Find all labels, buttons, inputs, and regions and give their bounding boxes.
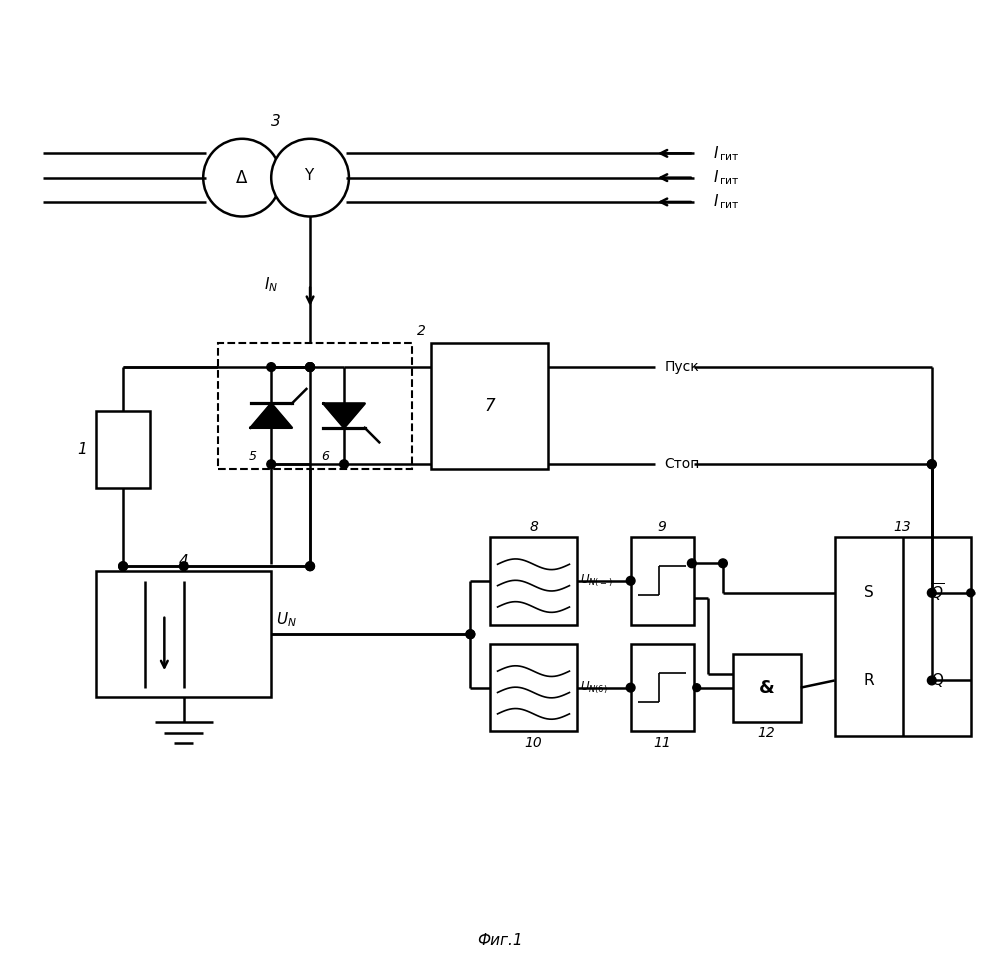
Circle shape [927, 460, 936, 469]
Circle shape [927, 588, 936, 597]
Bar [490, 644, 577, 732]
Circle shape [466, 630, 475, 639]
Text: Стоп: Стоп [664, 457, 700, 471]
Bar [96, 410, 150, 488]
Bar [834, 537, 971, 737]
Text: $U_{N(=)}$: $U_{N(=)}$ [580, 573, 612, 589]
Text: 3: 3 [271, 113, 281, 129]
Text: 6: 6 [322, 450, 330, 463]
Polygon shape [324, 404, 365, 428]
Polygon shape [251, 404, 292, 428]
Text: $I_{\,\rm гит}$: $I_{\,\rm гит}$ [713, 192, 740, 211]
Circle shape [967, 589, 975, 597]
Circle shape [306, 362, 315, 371]
Text: 11: 11 [653, 736, 671, 750]
Text: 7: 7 [485, 397, 496, 415]
Circle shape [687, 559, 696, 568]
Circle shape [119, 562, 128, 571]
Bar [732, 654, 800, 722]
Bar [218, 343, 412, 469]
Text: 1: 1 [77, 443, 87, 457]
Text: $\Delta$: $\Delta$ [236, 169, 249, 187]
Circle shape [693, 684, 700, 692]
Text: 12: 12 [758, 726, 775, 741]
Text: 10: 10 [524, 736, 542, 750]
Text: $I_{\,\rm гит}$: $I_{\,\rm гит}$ [713, 168, 740, 187]
Text: 8: 8 [529, 521, 537, 534]
Text: 13: 13 [894, 521, 911, 534]
Circle shape [267, 460, 276, 469]
Circle shape [119, 562, 128, 571]
Text: Пуск: Пуск [664, 361, 699, 374]
Bar [96, 572, 271, 698]
Text: $U_N$: $U_N$ [276, 611, 297, 629]
Circle shape [466, 630, 475, 639]
Circle shape [271, 139, 349, 217]
Text: Q: Q [931, 673, 943, 688]
Circle shape [306, 362, 315, 371]
Text: 9: 9 [657, 521, 666, 534]
Bar [432, 343, 548, 469]
Bar [490, 537, 577, 624]
Bar [630, 644, 693, 732]
Circle shape [718, 559, 727, 568]
Text: $\overline{Q}$: $\overline{Q}$ [930, 581, 944, 604]
Circle shape [180, 562, 188, 571]
Circle shape [626, 576, 635, 585]
Text: 4: 4 [179, 554, 189, 569]
Text: $I_N$: $I_N$ [264, 276, 279, 294]
Circle shape [306, 562, 315, 571]
Text: &: & [759, 679, 774, 697]
Text: $I_{\,\rm гит}$: $I_{\,\rm гит}$ [713, 144, 740, 163]
Circle shape [927, 676, 936, 685]
Text: 5: 5 [249, 450, 257, 463]
Circle shape [626, 683, 635, 692]
Text: Фиг.1: Фиг.1 [477, 933, 522, 948]
Circle shape [340, 460, 349, 469]
Circle shape [306, 562, 315, 571]
Bar [630, 537, 693, 624]
Circle shape [927, 460, 936, 469]
Text: $U_{N(6)}$: $U_{N(6)}$ [580, 679, 607, 696]
Circle shape [267, 362, 276, 371]
Text: $\Upsilon$: $\Upsilon$ [305, 167, 316, 183]
Text: 2: 2 [417, 324, 426, 338]
Text: S: S [864, 585, 873, 600]
Text: R: R [863, 673, 874, 688]
Circle shape [306, 362, 315, 371]
Circle shape [203, 139, 281, 217]
